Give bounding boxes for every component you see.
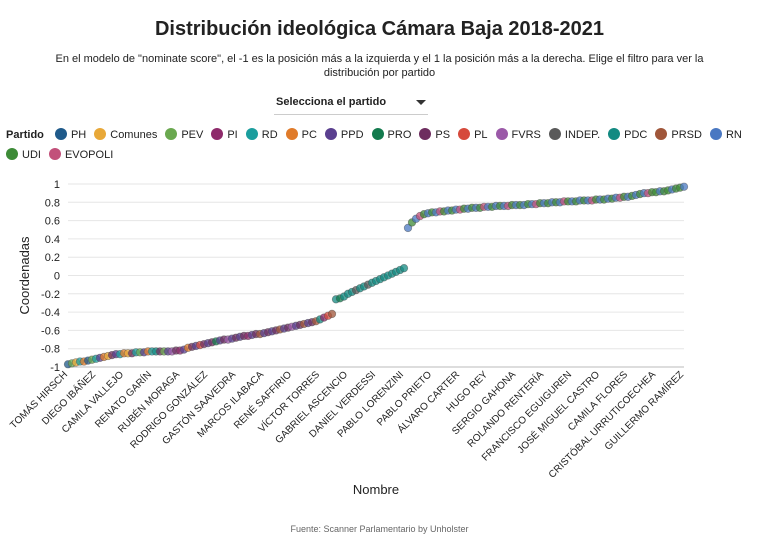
legend-swatch — [245, 128, 258, 140]
source-note: Fuente: Scanner Parlamentario by Unholst… — [290, 524, 469, 534]
legend-item-fvrs[interactable]: FVRS — [495, 125, 541, 145]
legend-swatch — [458, 128, 471, 140]
legend-label: EVOPOLI — [64, 149, 114, 161]
data-point — [403, 223, 413, 233]
legend-swatch — [548, 128, 561, 140]
chevron-down-icon — [416, 100, 426, 105]
legend-label: INDEP. — [564, 129, 601, 141]
legend-label: UDI — [22, 149, 41, 161]
legend-swatch — [54, 128, 67, 140]
legend: Partido PH Comunes PEV PI RD PC PPD PRO PS PL FVRS… — [6, 125, 751, 165]
data-point — [399, 264, 409, 273]
legend-item-pev[interactable]: PEV — [165, 125, 203, 145]
legend-label: FVRS — [511, 129, 541, 141]
y-tick-label: -0.2 — [41, 289, 60, 301]
legend-label: PS — [435, 129, 451, 141]
legend-swatch — [655, 128, 668, 140]
legend-label: PH — [70, 129, 87, 141]
y-tick-label: 0.8 — [45, 197, 60, 209]
legend-item-rd[interactable]: RD — [245, 125, 278, 145]
legend-item-ps[interactable]: PS — [419, 125, 450, 145]
data-point — [327, 309, 337, 319]
legend-label: Comunes — [110, 129, 158, 141]
legend-label: PEV — [181, 129, 204, 141]
legend-item-rn[interactable]: RN — [709, 125, 742, 145]
legend-swatch — [285, 128, 298, 140]
legend-item-pl[interactable]: PL — [458, 125, 488, 145]
legend-swatch — [94, 128, 107, 140]
party-filter-dropdown[interactable]: Selecciona el partido — [274, 94, 428, 115]
legend-item-ppd[interactable]: PPD — [324, 125, 364, 145]
x-axis-title: Nombre — [353, 482, 399, 497]
data-point — [679, 182, 689, 191]
y-tick-label: 0 — [54, 271, 60, 283]
chart-title: Distribución ideológica Cámara Baja 2018… — [154, 18, 605, 40]
y-axis-title: Coordenadas — [17, 236, 32, 315]
legend-item-pdc[interactable]: PDC — [608, 125, 647, 145]
legend-swatch — [48, 148, 61, 160]
legend-swatch — [165, 128, 178, 140]
legend-label: PPD — [340, 129, 364, 141]
legend-swatch — [419, 128, 432, 140]
legend-swatch — [371, 128, 384, 140]
legend-item-pi[interactable]: PI — [211, 125, 238, 145]
y-tick-label: -0.8 — [41, 344, 60, 356]
legend-item-udi[interactable]: UDI — [6, 145, 41, 165]
y-tick-label: 0.6 — [45, 216, 60, 228]
legend-item-prsd[interactable]: PRSD — [655, 125, 702, 145]
legend-item-comunes[interactable]: Comunes — [94, 125, 157, 145]
y-tick-label: 0.2 — [45, 252, 60, 264]
legend-swatch — [324, 128, 337, 140]
y-tick-label: 1 — [54, 179, 60, 191]
legend-label: PC — [301, 129, 317, 141]
legend-item-pc[interactable]: PC — [285, 125, 317, 145]
y-tick-label: 0.4 — [45, 234, 60, 246]
legend-item-indep[interactable]: INDEP. — [548, 125, 601, 145]
party-filter-label: Selecciona el partido — [276, 96, 387, 108]
legend-label: PI — [227, 129, 238, 141]
chart-subtitle: En el modelo de "nominate score", el -1 … — [55, 53, 704, 79]
legend-swatch — [211, 128, 224, 140]
y-tick-label: -0.4 — [41, 307, 60, 319]
legend-swatch — [709, 128, 722, 140]
legend-label: RN — [725, 129, 742, 141]
legend-label: PRO — [387, 129, 412, 141]
y-tick-label: -0.6 — [41, 325, 60, 337]
legend-item-pro[interactable]: PRO — [371, 125, 412, 145]
legend-label: PL — [474, 129, 488, 141]
legend-label: PDC — [624, 129, 648, 141]
legend-swatch — [608, 128, 621, 140]
legend-label: RD — [261, 129, 278, 141]
legend-item-evopoli[interactable]: EVOPOLI — [48, 145, 114, 165]
y-tick-label: -1 — [50, 362, 60, 374]
legend-swatch — [6, 148, 18, 160]
legend-item-ph[interactable]: PH — [54, 125, 87, 145]
legend-title: Partido — [6, 129, 44, 141]
legend-swatch — [495, 128, 508, 140]
legend-label: PRSD — [671, 129, 702, 141]
